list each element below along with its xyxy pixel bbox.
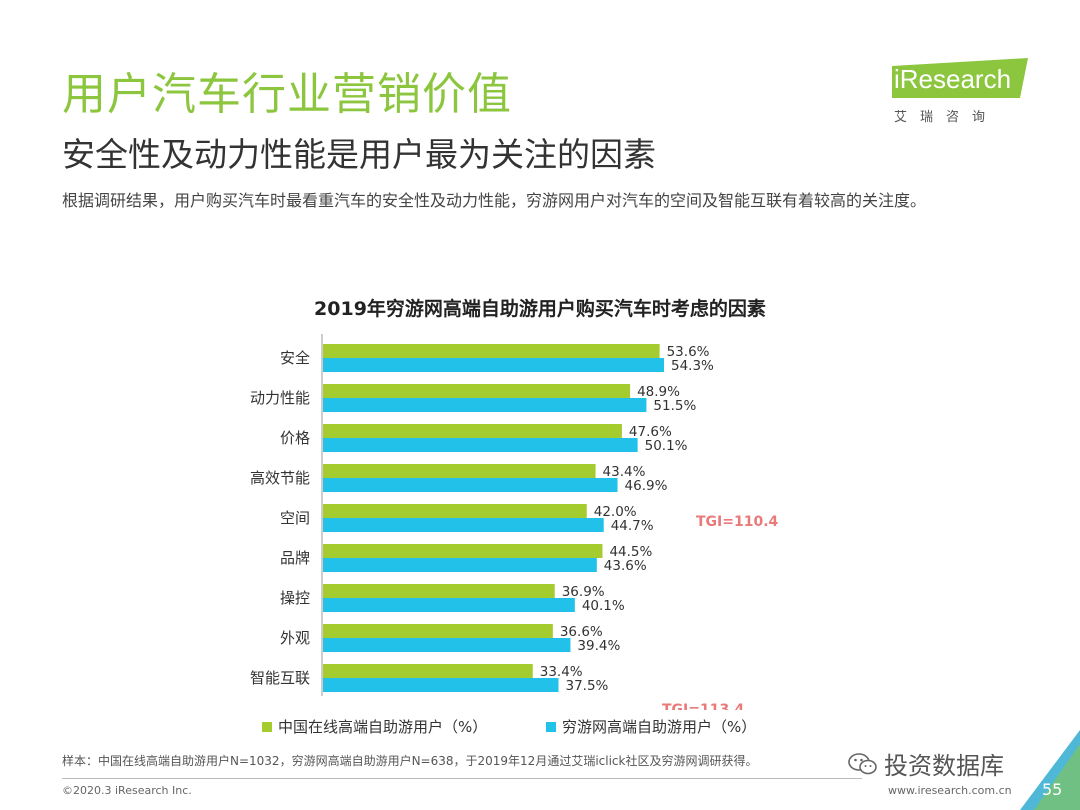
legend-item-series2: 穷游网高端自助游用户（%） xyxy=(546,716,756,737)
bar-series2 xyxy=(323,358,665,372)
bar-series1 xyxy=(323,384,631,398)
bar-series1 xyxy=(323,344,660,358)
tgi-annotation: TGI=113.4 xyxy=(662,702,745,710)
legend-swatch-series2 xyxy=(546,721,557,732)
bar-series1 xyxy=(323,424,622,438)
data-label-series2: 54.3% xyxy=(671,358,714,374)
bar-series2 xyxy=(323,678,559,692)
watermark: 投资数据库 xyxy=(848,746,1004,781)
bar-chart: 安全 53.6%54.3% 动力性能 48.9%51.5% 价格 47.6%50.1% 高效… xyxy=(250,334,779,710)
page-number: 55 xyxy=(1042,780,1063,799)
data-label-series1: 42.0% xyxy=(594,504,637,520)
category-label: 价格 xyxy=(280,429,310,447)
data-label-series2: 40.1% xyxy=(582,598,625,614)
legend-swatch-series1 xyxy=(262,721,272,732)
data-label-series2: 44.7% xyxy=(611,518,654,534)
iresearch-logo: iResearch 艾瑞咨询 xyxy=(892,58,1032,128)
legend-item-series1: 中国在线高端自助游用户（%） xyxy=(262,716,487,737)
category-label: 操控 xyxy=(280,589,310,607)
data-label-series1: 36.9% xyxy=(562,584,605,600)
category-label: 安全 xyxy=(280,349,310,367)
bar-series2 xyxy=(323,638,571,652)
website-link[interactable]: www.iresearch.com.cn xyxy=(888,784,1012,797)
bar-series1 xyxy=(323,664,533,678)
data-label-series1: 47.6% xyxy=(629,424,672,440)
watermark-text: 投资数据库 xyxy=(884,752,1004,780)
category-label: 动力性能 xyxy=(250,389,310,407)
bar-series2 xyxy=(323,598,575,612)
bar-series2 xyxy=(323,478,618,492)
data-label-series1: 44.5% xyxy=(609,544,652,560)
bar-series2 xyxy=(323,518,604,532)
legend-label-series2: 穷游网高端自助游用户（%） xyxy=(562,718,757,736)
data-label-series2: 46.9% xyxy=(625,478,668,494)
category-label: 高效节能 xyxy=(250,469,310,487)
category-label: 空间 xyxy=(280,509,310,527)
bar-series1 xyxy=(323,544,603,558)
logo-banner-shape xyxy=(892,58,1028,98)
bar-series1 xyxy=(323,504,587,518)
chart-legend: 中国在线高端自助游用户（%） 穷游网高端自助游用户（%） xyxy=(262,716,810,738)
page-title: 用户汽车行业营销价值 xyxy=(62,69,512,120)
data-label-series1: 33.4% xyxy=(540,664,583,680)
logo-text: iResearch xyxy=(894,64,1012,94)
data-label-series1: 48.9% xyxy=(637,384,680,400)
category-label: 品牌 xyxy=(280,549,310,567)
bar-series1 xyxy=(323,584,555,598)
data-label-series2: 43.6% xyxy=(604,558,647,574)
sample-footnote: 样本：中国在线高端自助游用户N=1032，穷游网高端自助游用户N=638，于20… xyxy=(62,754,758,768)
data-label-series1: 43.4% xyxy=(603,464,646,480)
corner-decoration xyxy=(1020,730,1080,810)
data-label-series2: 50.1% xyxy=(645,438,688,454)
bar-series1 xyxy=(323,464,596,478)
legend-label-series1: 中国在线高端自助游用户（%） xyxy=(278,718,488,736)
logo-subtitle: 艾瑞咨询 xyxy=(894,110,999,125)
category-label: 外观 xyxy=(280,629,310,647)
bar-series2 xyxy=(323,558,597,572)
data-label-series1: 53.6% xyxy=(667,344,710,360)
page-subtitle: 安全性及动力性能是用户最为关注的因素 xyxy=(62,135,656,174)
footer-divider xyxy=(62,778,862,779)
bar-series2 xyxy=(323,398,647,412)
chart-plot-area: 安全 53.6%54.3% 动力性能 48.9%51.5% 价格 47.6%50.1% 高效… xyxy=(250,334,779,710)
bar-series1 xyxy=(323,624,553,638)
data-label-series2: 37.5% xyxy=(566,678,609,694)
wechat-icon xyxy=(848,752,877,774)
category-label: 智能互联 xyxy=(250,669,310,687)
page-description: 根据调研结果，用户购买汽车时最看重汽车的安全性及动力性能，穷游网用户对汽车的空间… xyxy=(62,191,927,210)
copyright-text: ©2020.3 iResearch Inc. xyxy=(62,784,192,797)
bar-series2 xyxy=(323,438,638,452)
data-label-series1: 36.6% xyxy=(560,624,603,640)
data-label-series2: 39.4% xyxy=(577,638,620,654)
tgi-annotation: TGI=110.4 xyxy=(696,514,779,530)
data-label-series2: 51.5% xyxy=(653,398,696,414)
chart-title: 2019年穷游网高端自助游用户购买汽车时考虑的因素 xyxy=(314,298,766,320)
